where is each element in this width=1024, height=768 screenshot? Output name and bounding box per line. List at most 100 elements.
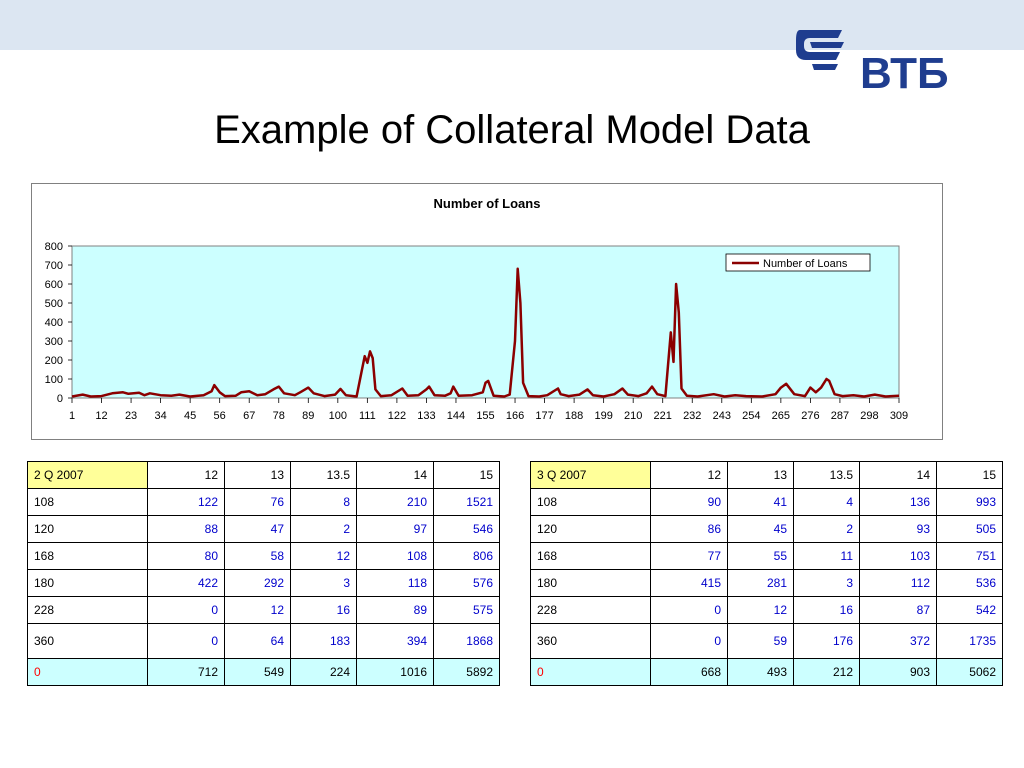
total-cell: 224 bbox=[290, 658, 357, 686]
table-row: 180 415 281 3 112 536 bbox=[530, 569, 1003, 597]
x-tick-label: 144 bbox=[447, 410, 465, 422]
table-cell: 59 bbox=[727, 623, 794, 659]
x-tick-label: 67 bbox=[243, 410, 255, 422]
x-tick-label: 199 bbox=[594, 410, 612, 422]
total-cell: 712 bbox=[147, 658, 225, 686]
x-tick-label: 177 bbox=[535, 410, 553, 422]
total-cell: 493 bbox=[727, 658, 794, 686]
table-cell: 281 bbox=[727, 569, 794, 597]
table-cell: 176 bbox=[793, 623, 860, 659]
top-banner bbox=[0, 0, 1024, 50]
table-cell: 41 bbox=[727, 488, 794, 516]
table-cell: 505 bbox=[936, 515, 1003, 543]
total-cell: 668 bbox=[650, 658, 728, 686]
y-tick-label: 700 bbox=[45, 260, 63, 272]
y-tick-label: 500 bbox=[45, 298, 63, 310]
table-cell: 136 bbox=[859, 488, 937, 516]
vtb-logo: ВТБ bbox=[796, 30, 949, 96]
row-label: 168 bbox=[530, 542, 651, 570]
x-tick-label: 45 bbox=[184, 410, 196, 422]
x-tick-label: 56 bbox=[214, 410, 226, 422]
table-cell: 3 bbox=[793, 569, 860, 597]
table-row: 108 90 41 4 136 993 bbox=[530, 488, 1003, 516]
header-period: 2 Q 2007 bbox=[27, 461, 148, 489]
x-tick-label: 100 bbox=[329, 410, 347, 422]
table-cell: 394 bbox=[356, 623, 434, 659]
legend: Number of Loans bbox=[725, 253, 871, 272]
table-cell: 97 bbox=[356, 515, 434, 543]
table-cell: 4 bbox=[793, 488, 860, 516]
table-cell: 47 bbox=[224, 515, 291, 543]
table-cell: 8 bbox=[290, 488, 357, 516]
table-row: 120 88 47 2 97 546 bbox=[27, 515, 500, 543]
row-label: 228 bbox=[27, 596, 148, 624]
legend-label: Number of Loans bbox=[763, 258, 848, 270]
table-cell: 93 bbox=[859, 515, 937, 543]
logo-text: ВТБ bbox=[860, 49, 949, 96]
table-cell: 87 bbox=[859, 596, 937, 624]
x-tick-label: 232 bbox=[683, 410, 701, 422]
table-cell: 45 bbox=[727, 515, 794, 543]
line-chart: Number of Loans 0 100 200 300 400 500 600 700 80… bbox=[45, 196, 909, 422]
table-total-row: 0 712 549 224 1016 5892 bbox=[27, 658, 500, 686]
x-tick-label: 122 bbox=[388, 410, 406, 422]
x-tick-label: 78 bbox=[273, 410, 285, 422]
header-cell: 14 bbox=[859, 461, 937, 489]
total-label: 0 bbox=[27, 658, 148, 686]
y-tick-label: 600 bbox=[45, 279, 63, 291]
x-axis: 1 12 23 34 45 56 67 78 89 100 111 122 133 144 155 166 17… bbox=[69, 398, 908, 422]
table-cell: 11 bbox=[793, 542, 860, 570]
table-cell: 372 bbox=[859, 623, 937, 659]
total-cell: 903 bbox=[859, 658, 937, 686]
table-row: 228 0 12 16 87 542 bbox=[530, 596, 1003, 624]
table-row: 120 86 45 2 93 505 bbox=[530, 515, 1003, 543]
table-cell: 2 bbox=[793, 515, 860, 543]
x-tick-label: 309 bbox=[890, 410, 908, 422]
total-cell: 5892 bbox=[433, 658, 500, 686]
x-tick-label: 265 bbox=[772, 410, 790, 422]
row-label: 360 bbox=[530, 623, 651, 659]
table-cell: 108 bbox=[356, 542, 434, 570]
table-cell: 12 bbox=[224, 596, 291, 624]
x-tick-label: 166 bbox=[506, 410, 524, 422]
table-cell: 0 bbox=[147, 623, 225, 659]
y-tick-label: 400 bbox=[45, 317, 63, 329]
table-cell: 86 bbox=[650, 515, 728, 543]
table-cell: 12 bbox=[727, 596, 794, 624]
table-cell: 80 bbox=[147, 542, 225, 570]
table-row: 360 0 64 183 394 1868 bbox=[27, 623, 500, 659]
x-tick-label: 89 bbox=[302, 410, 314, 422]
table-cell: 183 bbox=[290, 623, 357, 659]
x-tick-label: 210 bbox=[624, 410, 642, 422]
x-tick-label: 1 bbox=[69, 410, 75, 422]
table-cell: 16 bbox=[290, 596, 357, 624]
table-cell: 422 bbox=[147, 569, 225, 597]
total-cell: 212 bbox=[793, 658, 860, 686]
table-cell: 575 bbox=[433, 596, 500, 624]
x-tick-label: 133 bbox=[417, 410, 435, 422]
y-tick-label: 0 bbox=[57, 393, 63, 405]
header-cell: 15 bbox=[433, 461, 500, 489]
header-cell: 13.5 bbox=[290, 461, 357, 489]
table-cell: 993 bbox=[936, 488, 1003, 516]
series-line-number-of-loans bbox=[71, 267, 900, 398]
table-cell: 58 bbox=[224, 542, 291, 570]
total-cell: 1016 bbox=[356, 658, 434, 686]
y-tick-label: 300 bbox=[45, 336, 63, 348]
table-cell: 292 bbox=[224, 569, 291, 597]
header-cell: 13.5 bbox=[793, 461, 860, 489]
chart-title: Number of Loans bbox=[434, 196, 541, 211]
table-cell: 77 bbox=[650, 542, 728, 570]
y-tick-label: 100 bbox=[45, 374, 63, 386]
table-cell: 1521 bbox=[433, 488, 500, 516]
table-cell: 3 bbox=[290, 569, 357, 597]
table-cell: 536 bbox=[936, 569, 1003, 597]
table-cell: 12 bbox=[290, 542, 357, 570]
table-row: 168 77 55 11 103 751 bbox=[530, 542, 1003, 570]
table-cell: 55 bbox=[727, 542, 794, 570]
x-tick-label: 23 bbox=[125, 410, 137, 422]
table-cell: 210 bbox=[356, 488, 434, 516]
chart-frame: Number of Loans 0 100 200 300 400 500 600 700 80… bbox=[31, 183, 943, 440]
table-cell: 415 bbox=[650, 569, 728, 597]
row-label: 120 bbox=[27, 515, 148, 543]
